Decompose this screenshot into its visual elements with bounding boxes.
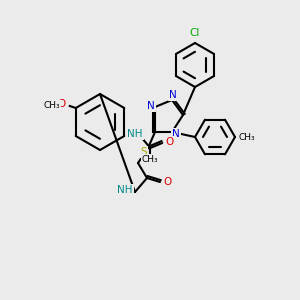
Text: O: O (165, 137, 173, 147)
Text: Cl: Cl (190, 28, 200, 38)
Text: S: S (141, 147, 147, 157)
Text: N: N (172, 129, 180, 139)
Text: CH₃: CH₃ (44, 100, 60, 109)
Text: CH₃: CH₃ (142, 154, 159, 164)
Text: O: O (58, 99, 66, 109)
Text: NH: NH (128, 129, 143, 139)
Text: O: O (163, 177, 171, 187)
Text: N: N (169, 90, 177, 100)
Text: NH: NH (117, 185, 133, 195)
Text: N: N (147, 101, 155, 111)
Text: CH₃: CH₃ (239, 133, 255, 142)
